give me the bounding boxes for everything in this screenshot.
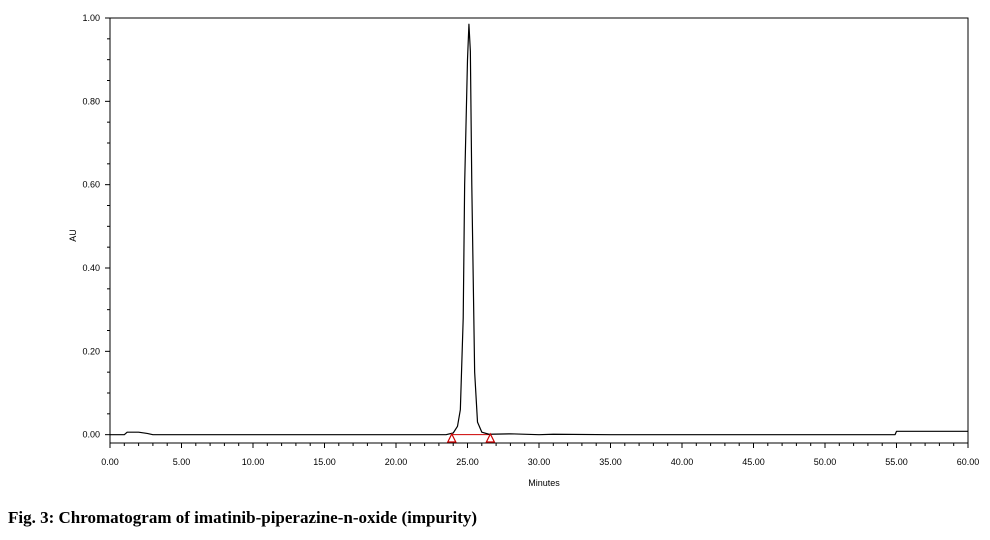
x-tick-label: 30.00 [528,457,551,467]
chromatogram-trace [110,23,968,436]
y-tick-label: 0.80 [82,96,100,106]
x-tick-label: 45.00 [742,457,765,467]
y-tick-label: 0.20 [82,346,100,356]
x-axis-title: Minutes [528,478,560,488]
chromatogram-chart: 0.00 5.00 10.00 15.00 20.00 25.00 30.00 35.00 40… [68,13,979,488]
x-tick-label: 60.00 [957,457,980,467]
series-layer [110,23,968,436]
y-tick-label: 0.40 [82,263,100,273]
x-tick-label: 40.00 [671,457,694,467]
y-axis-ticks: 0.00 0.20 0.40 0.60 0.80 1.00 [82,13,110,440]
y-axis-title: AU [68,229,78,242]
x-tick-label: 55.00 [885,457,908,467]
integration-markers [446,432,496,443]
integration-marker-triangle [446,432,457,443]
x-tick-label: 50.00 [814,457,837,467]
x-tick-label: 0.00 [101,457,119,467]
x-tick-label: 10.00 [242,457,265,467]
x-axis-ticks: 0.00 5.00 10.00 15.00 20.00 25.00 30.00 35.00 40… [101,443,979,467]
y-tick-label: 0.00 [82,430,100,440]
y-tick-label: 0.60 [82,180,100,190]
x-tick-label: 15.00 [313,457,336,467]
y-tick-label: 1.00 [82,13,100,23]
x-tick-label: 5.00 [173,457,191,467]
plot-frame [109,17,969,444]
x-tick-label: 35.00 [599,457,622,467]
x-tick-label: 20.00 [385,457,408,467]
integration-marker-triangle [485,432,496,443]
x-tick-label: 25.00 [456,457,479,467]
figure-caption: Fig. 3: Chromatogram of imatinib-piperaz… [8,508,478,527]
